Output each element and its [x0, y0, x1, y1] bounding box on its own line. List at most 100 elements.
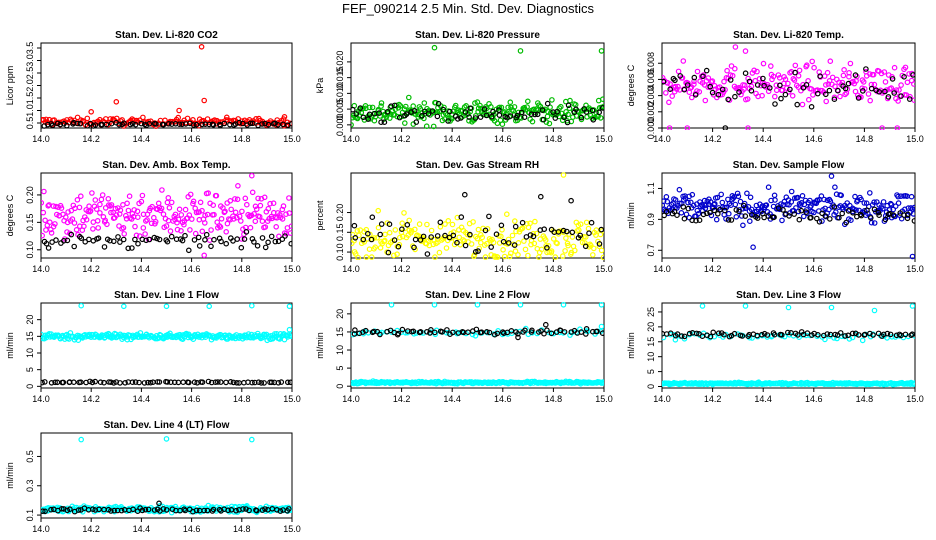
data-point [149, 203, 155, 210]
data-point [270, 200, 277, 207]
y-tick-label: 0.15 [25, 214, 35, 232]
data-point [443, 245, 450, 251]
data-point [771, 192, 778, 199]
data-point [544, 100, 551, 107]
data-point [68, 231, 75, 238]
data-point [105, 196, 112, 202]
data-point [702, 205, 709, 212]
data-point [597, 115, 604, 121]
outlier-point [568, 197, 574, 204]
data-point [411, 226, 418, 233]
data-point [911, 218, 915, 224]
data-point [795, 73, 802, 79]
data-point [882, 79, 889, 85]
x-tick-label: 14.8 [233, 264, 251, 274]
data-point [446, 108, 453, 115]
data-point [454, 239, 460, 246]
x-tick-label: 15.0 [283, 134, 301, 144]
data-point [785, 80, 791, 87]
data-point [731, 65, 738, 72]
data-point [741, 82, 748, 89]
y-tick-label: 2.5 [25, 67, 35, 80]
data-point [445, 115, 452, 121]
data-point [816, 219, 823, 225]
data-point [908, 193, 915, 200]
data-point [691, 81, 697, 88]
data-point [561, 114, 567, 121]
data-point [735, 193, 742, 200]
data-point [483, 328, 490, 335]
data-point [43, 227, 49, 233]
data-point [132, 223, 138, 230]
data-point [505, 236, 512, 243]
data-point [234, 236, 241, 242]
data-point [395, 330, 402, 337]
data-point [871, 206, 878, 213]
points-layer [351, 301, 604, 387]
data-point [43, 240, 50, 247]
data-point [213, 192, 220, 199]
data-point [71, 243, 78, 250]
data-point [736, 89, 742, 95]
data-point [381, 119, 388, 126]
data-point [536, 254, 542, 260]
data-point [554, 109, 560, 115]
y-tick-label: 0.5 [25, 117, 35, 130]
data-point [799, 101, 806, 108]
outlier-point [598, 323, 604, 330]
y-tick-label: 15 [335, 327, 345, 337]
data-point [95, 225, 102, 231]
data-point [123, 212, 129, 219]
data-point [265, 121, 272, 128]
data-point [179, 121, 185, 128]
data-point [241, 236, 248, 242]
data-point [429, 108, 436, 114]
data-point [528, 237, 535, 244]
data-point [479, 234, 486, 241]
data-point [540, 116, 547, 123]
data-point [362, 327, 369, 334]
data-point [247, 224, 254, 231]
data-point [596, 241, 603, 247]
data-point [151, 234, 158, 241]
data-point [594, 328, 600, 335]
data-point [822, 213, 829, 219]
data-point [488, 104, 494, 110]
data-point [254, 243, 261, 249]
outlier-point [474, 301, 481, 308]
data-point [541, 226, 548, 233]
data-point [791, 211, 798, 217]
data-point [240, 506, 246, 512]
y-tick-label: 0.3 [25, 480, 35, 493]
data-point [375, 207, 382, 214]
data-point [234, 196, 241, 203]
data-point [599, 330, 604, 336]
data-point [524, 104, 530, 110]
data-point [108, 379, 114, 386]
data-point [588, 219, 595, 226]
data-point [798, 207, 805, 214]
outlier-point [750, 244, 756, 251]
series-2 [41, 119, 292, 129]
data-point [432, 254, 438, 260]
data-point [552, 115, 559, 121]
data-point [437, 224, 444, 230]
y-axis-label: kPa [315, 78, 325, 94]
data-point [867, 215, 874, 221]
data-point [472, 249, 479, 255]
data-point [902, 64, 909, 71]
x-tick-label: 15.0 [595, 134, 613, 144]
data-point [104, 221, 110, 228]
data-point [544, 245, 550, 251]
data-point [396, 114, 403, 121]
data-point [377, 231, 384, 238]
data-point [41, 188, 47, 195]
data-point [247, 120, 254, 127]
data-point [582, 243, 589, 250]
data-point [738, 213, 745, 219]
data-point [501, 253, 508, 260]
data-point [86, 203, 92, 210]
data-point [388, 103, 394, 110]
data-point [289, 121, 292, 127]
data-point [714, 194, 721, 201]
